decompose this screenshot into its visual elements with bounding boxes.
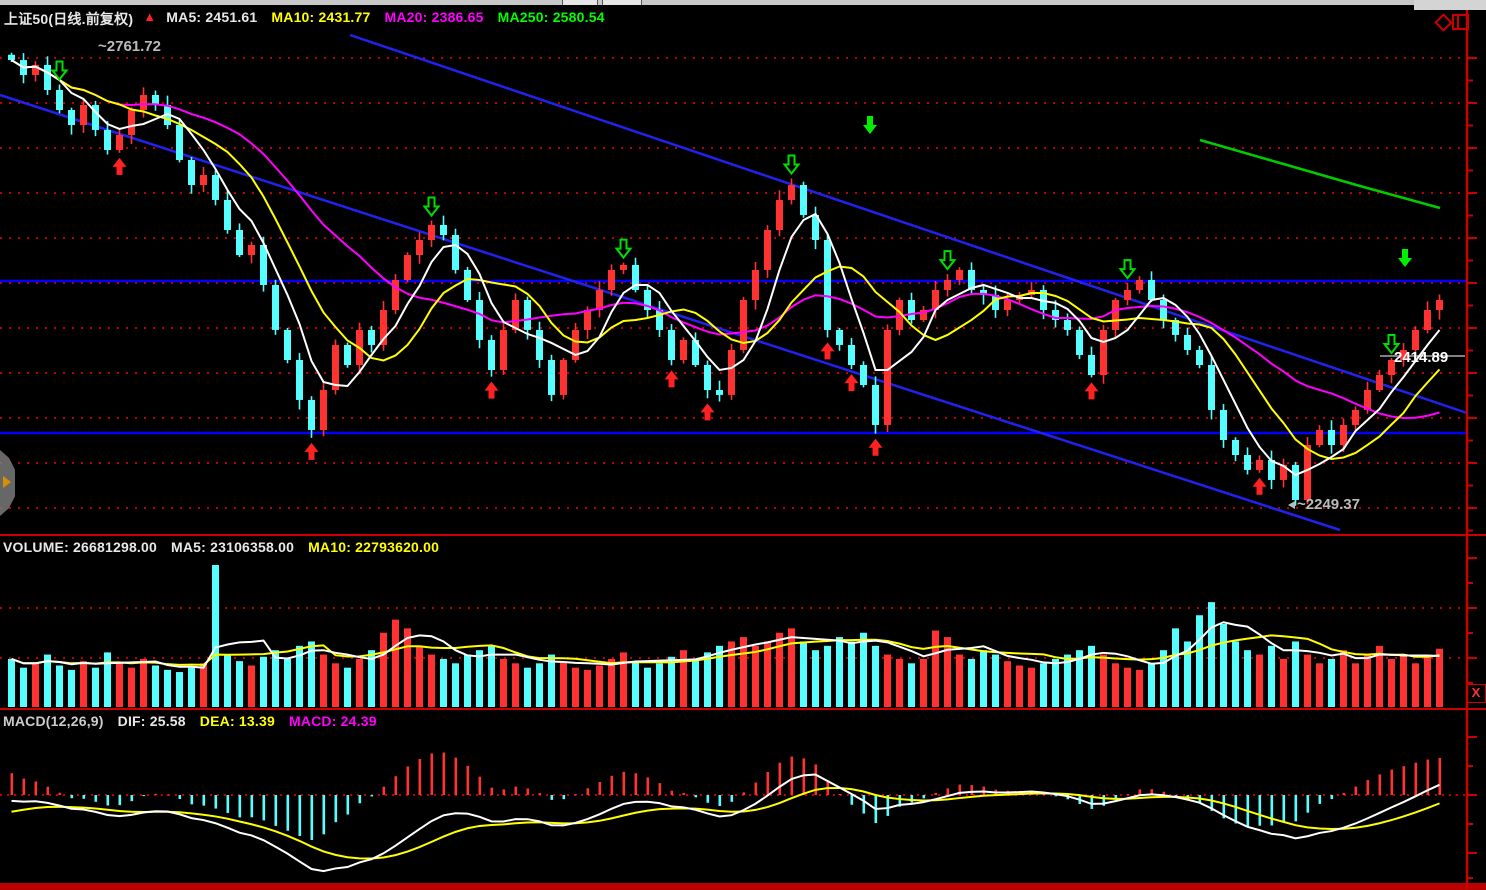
macd-value: MACD: 24.39 (288, 713, 377, 729)
ma250-value: MA250: 2580.54 (497, 9, 605, 25)
macd-name: MACD(12,26,9) (3, 713, 104, 729)
sidebar-collapse-tab[interactable] (0, 450, 15, 516)
dea-value: DEA: 13.39 (199, 713, 275, 729)
gridlines (0, 57, 1467, 796)
expand-arrow-icon (3, 476, 11, 488)
ma5-value: MA5: 2451.61 (166, 9, 258, 25)
ma10-value: MA10: 2431.77 (271, 9, 371, 25)
panel-corner-badge[interactable]: X (1466, 684, 1486, 703)
high-price-label: ~2761.72 (98, 38, 161, 55)
signal-arrows (50, 60, 1412, 495)
toolbar-tab-stub[interactable] (602, 0, 642, 5)
macd-layer (10, 752, 1442, 873)
macd-header: MACD(12,26,9) DIF: 25.58 DEA: 13.39 MACD… (3, 713, 377, 729)
up-arrow-icon: ▲ (143, 9, 157, 24)
volume-value: VOLUME: 26681298.00 (3, 539, 157, 555)
ma20-value: MA20: 2386.65 (384, 9, 484, 25)
price-ma-lines (10, 59, 1441, 477)
left-arrow-icon (1288, 501, 1295, 509)
last-price-label: 2414.89 (1394, 349, 1449, 366)
volume-ma5-value: MA5: 23106358.00 (171, 539, 295, 555)
low-price-label: ~2249.37 (1288, 496, 1360, 513)
toolbar-corner-stub (1414, 0, 1486, 10)
volume-layer (8, 565, 1443, 707)
toolbar-tab-stub[interactable] (562, 0, 598, 5)
symbol-title: 上证50(日线.前复权) (4, 11, 134, 27)
dif-value: DIF: 25.58 (117, 713, 186, 729)
main-chart-header: 上证50(日线.前复权) ▲ MA5: 2451.61 MA10: 2431.7… (4, 9, 605, 29)
top-toolbar-strip (0, 0, 1486, 10)
volume-header: VOLUME: 26681298.00 MA5: 23106358.00 MA1… (3, 539, 439, 555)
split-window-icon[interactable] (1452, 14, 1469, 30)
candlestick-layer (8, 52, 1443, 506)
volume-ma10-value: MA10: 22793620.00 (308, 539, 440, 555)
frame-axis (0, 6, 1486, 890)
